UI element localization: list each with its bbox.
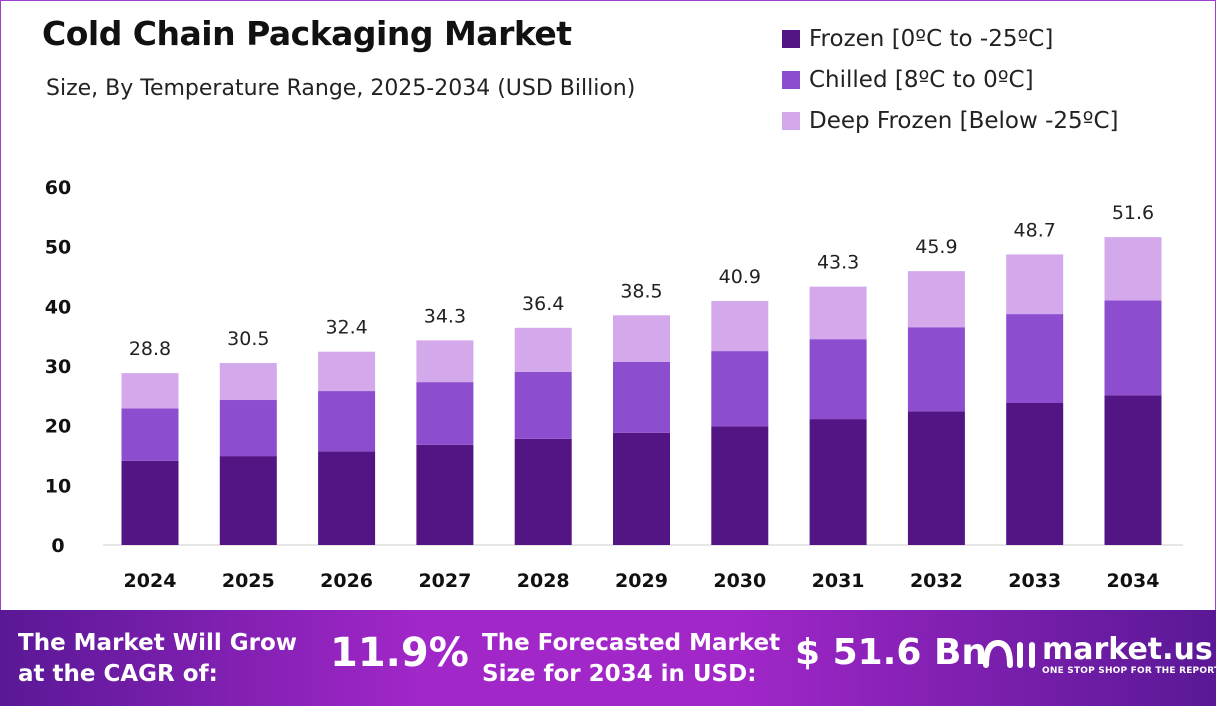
bar-segment	[809, 286, 867, 340]
bar-segment	[416, 340, 474, 383]
total-label: 51.6	[1112, 202, 1154, 224]
cagr-label: The Market Will Grow at the CAGR of:	[18, 628, 297, 690]
y-tick-label: 20	[45, 416, 71, 438]
bar-segment	[1104, 237, 1162, 301]
brand-tagline: ONE STOP SHOP FOR THE REPORTS	[1042, 666, 1216, 676]
bar-segment	[416, 382, 474, 445]
bar-segment	[514, 371, 572, 439]
bar-segment	[121, 460, 179, 545]
legend-swatch	[782, 111, 800, 130]
x-tick-label: 2027	[418, 570, 471, 592]
forecast-label: The Forecasted Market Size for 2034 in US…	[482, 628, 780, 690]
legend-item-deep-frozen: Deep Frozen [Below -25ºC]	[782, 100, 1119, 141]
x-tick-label: 2034	[1107, 570, 1160, 592]
y-tick-label: 10	[45, 475, 71, 497]
bar-segment	[318, 451, 376, 545]
x-tick-label: 2028	[517, 570, 570, 592]
bar-segment	[809, 339, 867, 420]
bar-segment	[907, 411, 965, 545]
x-tick-label: 2030	[713, 570, 766, 592]
chart-title: Cold Chain Packaging Market	[42, 14, 572, 53]
total-label: 45.9	[915, 236, 957, 258]
bar-segment	[416, 444, 474, 545]
legend-swatch	[782, 29, 800, 48]
total-label: 36.4	[522, 293, 564, 315]
total-label: 48.7	[1014, 219, 1056, 241]
bar-segment	[613, 432, 670, 545]
x-tick-label: 2029	[615, 570, 668, 592]
bar-segment	[711, 426, 769, 545]
bar-segment	[318, 391, 376, 452]
bar-segment	[711, 300, 769, 352]
chart-subtitle: Size, By Temperature Range, 2025-2034 (U…	[46, 76, 636, 101]
bar-segment	[121, 373, 179, 409]
stacked-bar-chart: 010203040506028.8202430.5202532.4202634.…	[45, 177, 1183, 592]
bar-segment	[1104, 300, 1162, 396]
bar-segment	[613, 315, 670, 362]
legend-swatch	[782, 70, 800, 89]
bar-segment	[907, 271, 965, 328]
bar-segment	[219, 363, 277, 401]
footer-banner: The Market Will Grow at the CAGR of: 11.9…	[0, 610, 1216, 706]
forecast-label-line: Size for 2034 in USD:	[482, 661, 757, 687]
legend-label: Deep Frozen [Below -25ºC]	[809, 107, 1119, 134]
x-tick-label: 2033	[1008, 570, 1061, 592]
bar-segment	[514, 438, 572, 545]
x-tick-label: 2031	[812, 570, 865, 592]
legend: Frozen [0ºC to -25ºC] Chilled [8ºC to 0º…	[782, 18, 1119, 141]
x-tick-label: 2032	[910, 570, 963, 592]
cagr-label-line: The Market Will Grow	[18, 630, 297, 656]
y-tick-label: 40	[45, 296, 71, 318]
bar-segment	[318, 351, 376, 392]
y-tick-label: 30	[45, 356, 71, 378]
bar-segment	[1006, 314, 1064, 403]
bar-segment	[1104, 395, 1162, 545]
bar-segment	[514, 327, 572, 372]
market-us-logo-icon	[983, 639, 1035, 668]
y-tick-label: 50	[45, 237, 71, 259]
total-label: 32.4	[325, 317, 367, 339]
y-tick-label: 0	[51, 535, 64, 557]
x-tick-label: 2026	[320, 570, 373, 592]
total-label: 38.5	[620, 280, 662, 302]
bar-segment	[219, 456, 277, 545]
legend-item-frozen: Frozen [0ºC to -25ºC]	[782, 18, 1119, 59]
bar-segment	[219, 400, 277, 457]
bar-segment	[907, 327, 965, 412]
bar-segment	[809, 419, 867, 545]
cagr-label-line: at the CAGR of:	[18, 661, 218, 687]
cagr-value: 11.9%	[330, 630, 469, 676]
bar-segment	[1006, 254, 1064, 315]
x-tick-label: 2024	[124, 570, 177, 592]
total-label: 28.8	[129, 338, 171, 360]
total-label: 40.9	[719, 266, 761, 288]
x-tick-label: 2025	[222, 570, 275, 592]
bar-segment	[121, 408, 179, 461]
brand-logo: market.us ONE STOP SHOP FOR THE REPORTS	[982, 634, 1216, 676]
total-label: 30.5	[227, 328, 269, 350]
bar-segment	[711, 351, 769, 427]
legend-label: Frozen [0ºC to -25ºC]	[809, 25, 1054, 52]
total-label: 43.3	[817, 252, 859, 274]
bar-segment	[613, 361, 670, 433]
y-tick-label: 60	[45, 177, 71, 199]
total-label: 34.3	[424, 305, 466, 327]
legend-item-chilled: Chilled [8ºC to 0ºC]	[782, 59, 1119, 100]
forecast-label-line: The Forecasted Market	[482, 630, 781, 656]
forecast-value: $ 51.6 Bn	[795, 632, 988, 673]
brand-name: market.us	[1042, 632, 1213, 667]
bar-segment	[1006, 402, 1064, 545]
legend-label: Chilled [8ºC to 0ºC]	[809, 66, 1034, 93]
